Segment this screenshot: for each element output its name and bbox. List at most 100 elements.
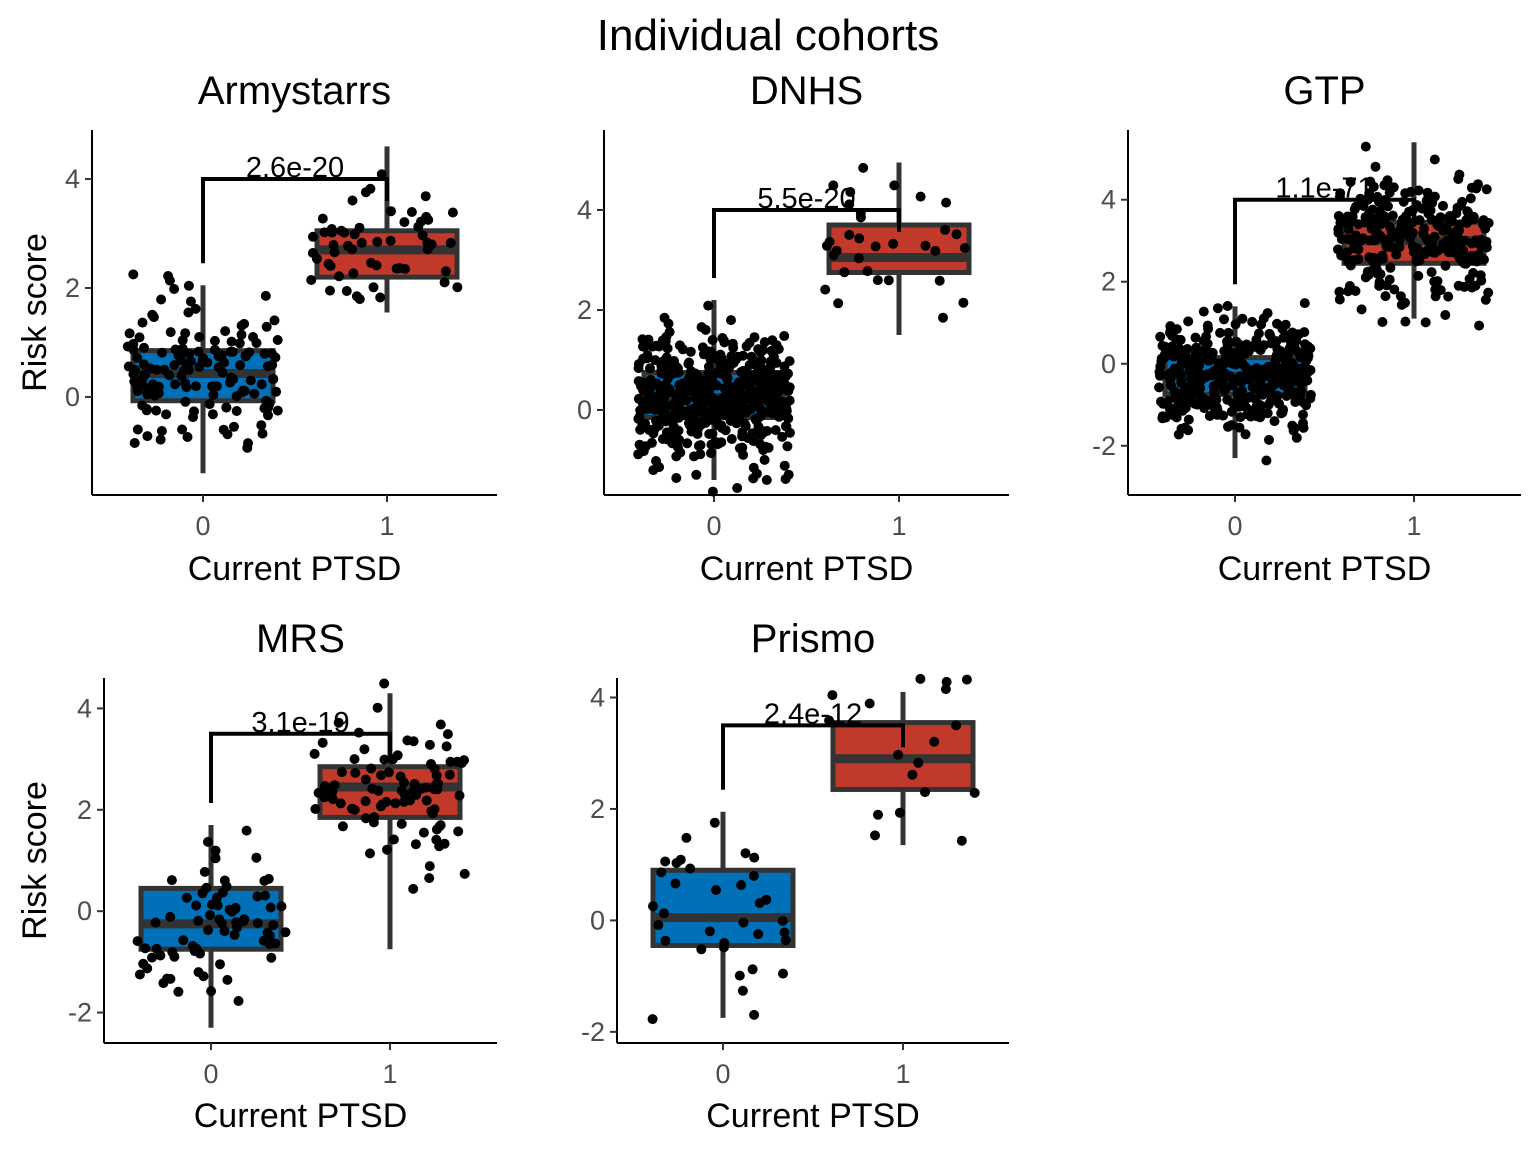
data-point: [1395, 223, 1406, 234]
data-point: [1336, 234, 1347, 245]
data-point: [1382, 175, 1393, 186]
data-point: [839, 267, 850, 278]
data-point: [740, 848, 751, 859]
y-tick-label: 4: [590, 683, 605, 713]
data-point: [241, 825, 252, 836]
data-point: [951, 720, 962, 731]
data-point: [748, 355, 759, 366]
data-point: [749, 852, 760, 863]
data-point: [685, 863, 696, 874]
data-point: [226, 372, 237, 383]
points-1: [309, 678, 470, 894]
data-point: [1377, 250, 1388, 261]
data-point: [754, 424, 765, 435]
data-point: [453, 826, 464, 837]
data-point: [1240, 429, 1251, 440]
data-point: [693, 440, 704, 451]
x-tick-label: 0: [715, 1059, 730, 1089]
data-point: [182, 432, 193, 442]
data-point: [745, 404, 756, 415]
data-point: [648, 901, 658, 912]
data-point: [1239, 400, 1250, 411]
data-point: [169, 284, 180, 294]
data-point: [309, 748, 320, 759]
data-point: [704, 429, 715, 439]
data-point: [173, 986, 184, 997]
data-point: [1227, 380, 1238, 391]
data-point: [347, 195, 358, 206]
data-point: [203, 836, 213, 847]
data-point: [649, 423, 660, 434]
data-point: [1263, 399, 1274, 410]
data-point: [129, 438, 140, 448]
data-point: [185, 296, 196, 307]
y-tick-label: 2: [577, 295, 592, 325]
data-point: [656, 365, 667, 376]
data-point: [1224, 337, 1235, 348]
data-point: [701, 392, 712, 403]
data-point: [1305, 389, 1316, 400]
data-point: [142, 389, 153, 400]
data-point: [194, 332, 205, 342]
data-point: [369, 812, 380, 823]
data-point: [424, 873, 435, 884]
data-point: [1438, 238, 1448, 249]
data-point: [130, 364, 141, 375]
data-point: [268, 920, 279, 931]
data-point: [1385, 262, 1396, 273]
data-point: [753, 363, 763, 374]
data-point: [423, 214, 434, 225]
data-point: [862, 266, 873, 277]
data-point: [667, 416, 678, 426]
data-point: [645, 363, 655, 374]
data-point: [671, 473, 682, 483]
data-point: [691, 469, 702, 480]
data-point: [738, 449, 749, 460]
data-point: [138, 958, 149, 969]
data-point: [1235, 412, 1246, 423]
data-point: [307, 248, 318, 258]
data-point: [1466, 238, 1477, 249]
data-point: [349, 229, 360, 240]
data-point: [151, 405, 162, 416]
data-point: [1420, 317, 1431, 328]
data-point: [188, 412, 198, 423]
data-point: [259, 875, 270, 886]
data-point: [657, 335, 668, 346]
data-point: [424, 739, 435, 750]
data-point: [178, 935, 189, 946]
data-point: [1444, 211, 1455, 221]
data-point: [1421, 195, 1432, 206]
data-point: [459, 868, 470, 879]
data-point: [1299, 327, 1310, 338]
data-point: [1203, 355, 1214, 366]
data-point: [1375, 231, 1386, 242]
data-point: [845, 187, 856, 197]
data-point: [231, 391, 242, 402]
data-point: [1426, 267, 1437, 278]
data-point: [712, 439, 723, 450]
data-point: [1360, 212, 1371, 223]
data-point: [969, 787, 980, 798]
data-point: [410, 839, 421, 850]
data-point: [170, 379, 181, 390]
points-1: [820, 162, 970, 323]
data-point: [670, 408, 681, 418]
data-point: [1380, 212, 1391, 223]
y-tick-label: 2: [590, 794, 605, 824]
data-point: [1168, 351, 1179, 362]
data-point: [248, 332, 258, 342]
data-point: [753, 929, 764, 940]
data-point: [1417, 247, 1428, 258]
y-tick-label: -2: [68, 998, 92, 1028]
data-point: [441, 741, 452, 752]
data-point: [167, 947, 178, 958]
data-point: [1394, 234, 1405, 245]
data-point: [709, 817, 720, 828]
data-point: [681, 832, 692, 843]
data-point: [256, 420, 267, 431]
data-point: [654, 462, 665, 473]
data-point: [360, 774, 371, 785]
y-tick-label: 4: [65, 164, 80, 194]
significance-bracket: [721, 723, 905, 790]
